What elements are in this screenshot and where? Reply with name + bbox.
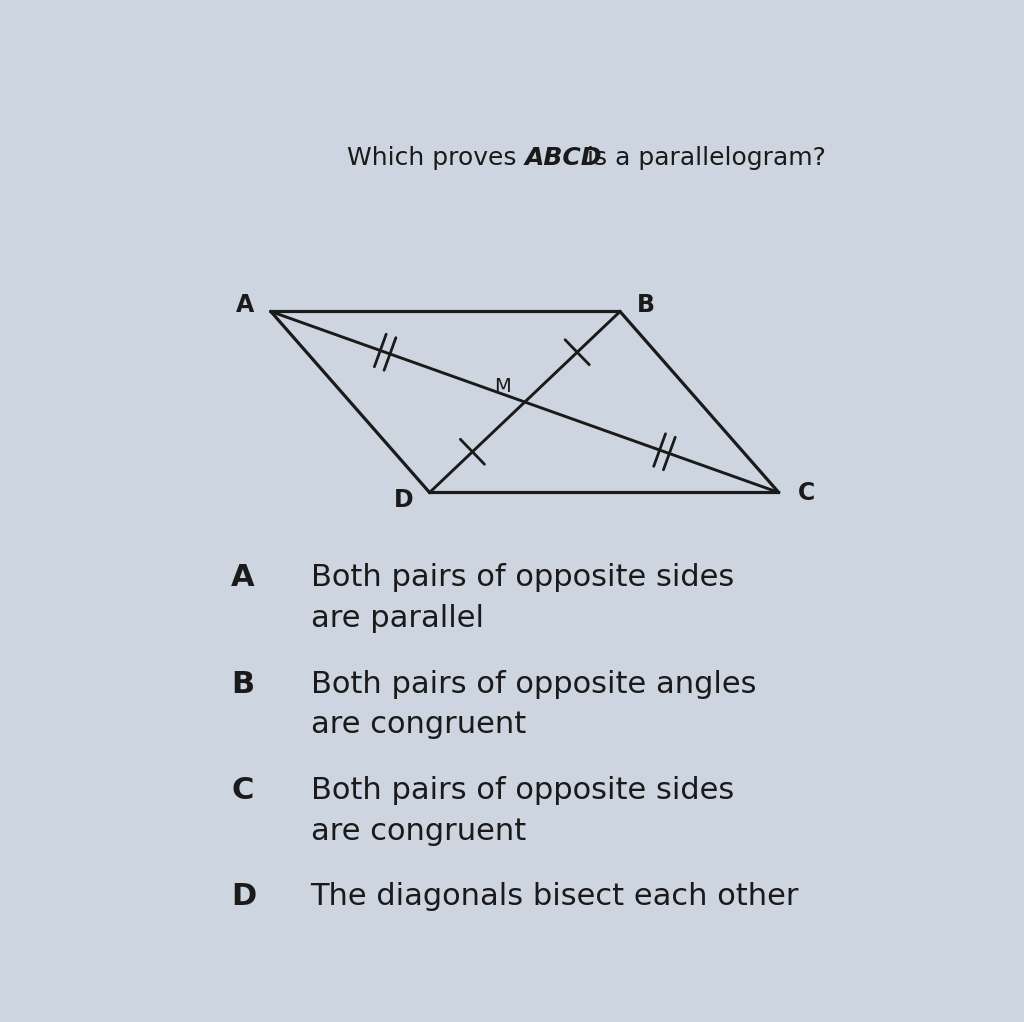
Text: The diagonals bisect each other: The diagonals bisect each other xyxy=(310,882,799,911)
Text: D: D xyxy=(394,489,414,512)
Text: B: B xyxy=(637,293,654,317)
Text: M: M xyxy=(495,377,511,396)
Text: C: C xyxy=(231,776,254,804)
Text: are parallel: are parallel xyxy=(310,604,483,634)
Text: A: A xyxy=(237,293,255,317)
Text: Which proves: Which proves xyxy=(347,146,524,170)
Text: C: C xyxy=(798,480,815,505)
Text: ABCD: ABCD xyxy=(524,146,602,170)
Text: B: B xyxy=(231,669,254,699)
Text: is a parallelogram?: is a parallelogram? xyxy=(579,146,825,170)
Text: are congruent: are congruent xyxy=(310,710,525,740)
Text: Both pairs of opposite sides: Both pairs of opposite sides xyxy=(310,563,734,593)
Text: D: D xyxy=(231,882,256,911)
Text: A: A xyxy=(231,563,255,593)
Text: are congruent: are congruent xyxy=(310,817,525,846)
Text: Both pairs of opposite angles: Both pairs of opposite angles xyxy=(310,669,756,699)
Text: Both pairs of opposite sides: Both pairs of opposite sides xyxy=(310,776,734,804)
